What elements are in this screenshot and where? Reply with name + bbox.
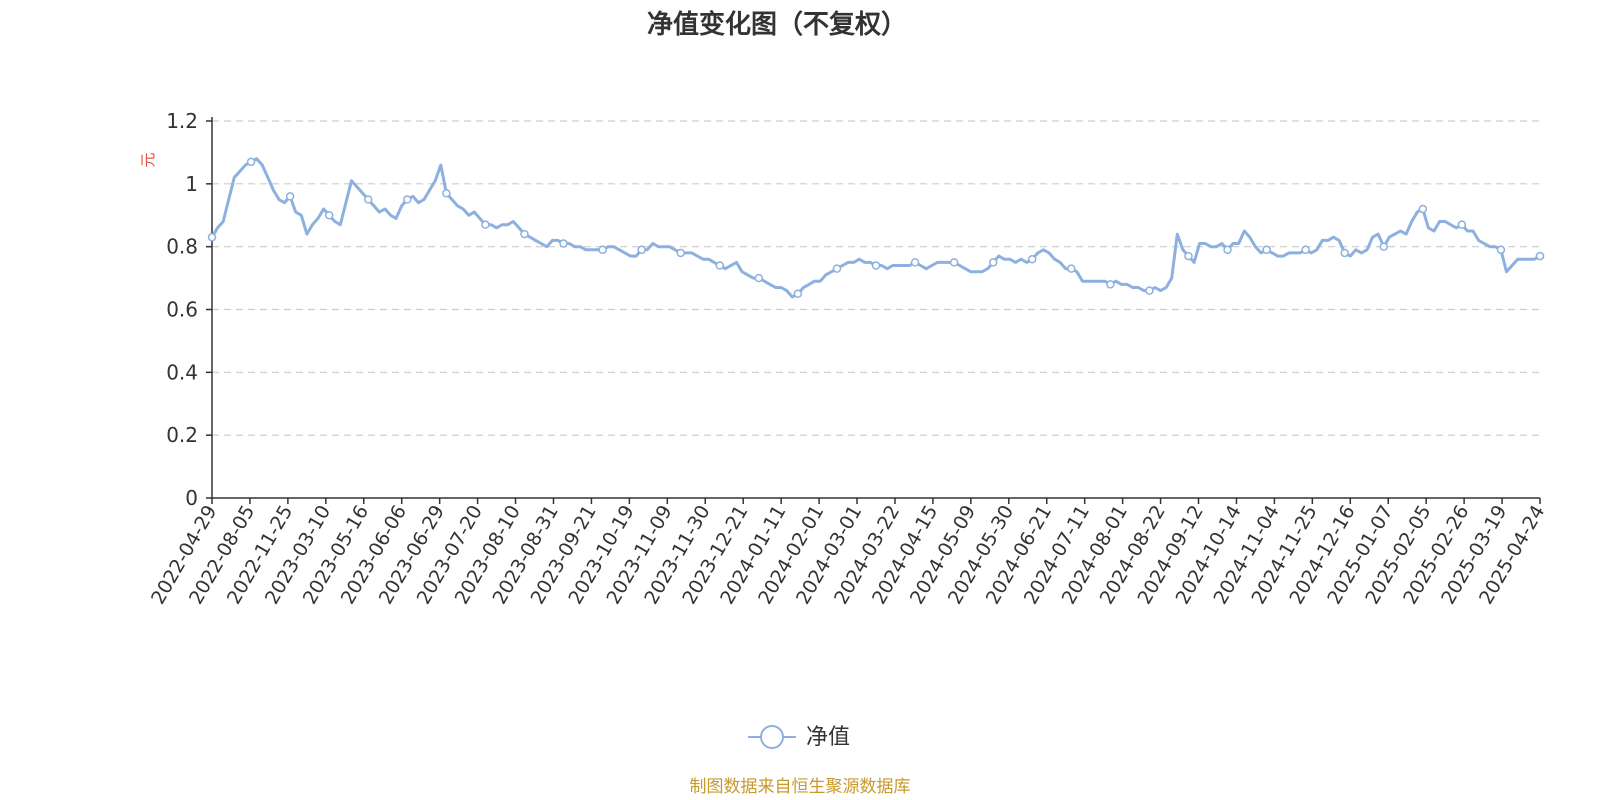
- legend[interactable]: 净值: [748, 725, 850, 750]
- series-point: [1418, 204, 1428, 214]
- series-point: [793, 289, 803, 299]
- series-point: [1184, 251, 1193, 261]
- series-point: [637, 245, 646, 255]
- series-point: [1340, 248, 1349, 258]
- series-point: [246, 157, 256, 167]
- y-tick-label: 0.8: [166, 235, 198, 259]
- series-point: [1301, 245, 1310, 255]
- series-point: [481, 220, 490, 229]
- y-tick-label: 0.4: [166, 360, 198, 384]
- series-line-nav: [210, 157, 1541, 299]
- series-point: [676, 248, 685, 258]
- series-point: [285, 192, 295, 201]
- series-markers: [207, 157, 1545, 299]
- series-point: [871, 261, 881, 270]
- legend-label: 净值: [806, 725, 850, 750]
- series-point: [754, 273, 764, 283]
- series-point: [559, 239, 568, 248]
- series-point: [1223, 245, 1232, 255]
- y-tick-label: 0.6: [166, 298, 198, 322]
- series-point: [1379, 242, 1389, 251]
- source-note: 制图数据来自恒生聚源数据库: [690, 777, 911, 797]
- grid-lines: [212, 120, 1540, 436]
- series-point: [1535, 251, 1545, 261]
- series-point: [715, 261, 725, 270]
- y-axis-label: 元: [139, 152, 157, 167]
- series-point: [949, 258, 959, 267]
- series-point: [403, 195, 412, 204]
- series-point: [910, 258, 920, 267]
- series-point: [1067, 264, 1076, 273]
- series-point: [832, 264, 842, 273]
- series-point: [207, 232, 217, 242]
- y-tick-label: 0: [185, 486, 198, 510]
- series-point: [520, 229, 529, 239]
- y-tick-label: 1: [185, 172, 198, 196]
- legend-circle-icon: [760, 725, 784, 749]
- y-tick-label: 1.2: [166, 109, 198, 133]
- series-point: [598, 245, 607, 255]
- series-point: [1106, 280, 1115, 289]
- series-point: [1027, 254, 1037, 264]
- series-point: [363, 195, 373, 204]
- series-point: [1496, 245, 1506, 255]
- series-point: [988, 258, 998, 267]
- series-point: [1145, 286, 1154, 295]
- x-axis: 2022-04-292022-08-052022-11-252023-03-10…: [147, 497, 1549, 608]
- chart-title: 净值变化图（不复权）: [647, 9, 907, 40]
- series-point: [442, 189, 451, 198]
- series-point: [1262, 245, 1271, 255]
- y-tick-label: 0.2: [166, 423, 198, 447]
- series-point: [1457, 220, 1467, 229]
- y-axis: 0 0.2 0.4 0.6 0.8 1 1.2: [166, 109, 213, 510]
- series-point: [324, 211, 334, 220]
